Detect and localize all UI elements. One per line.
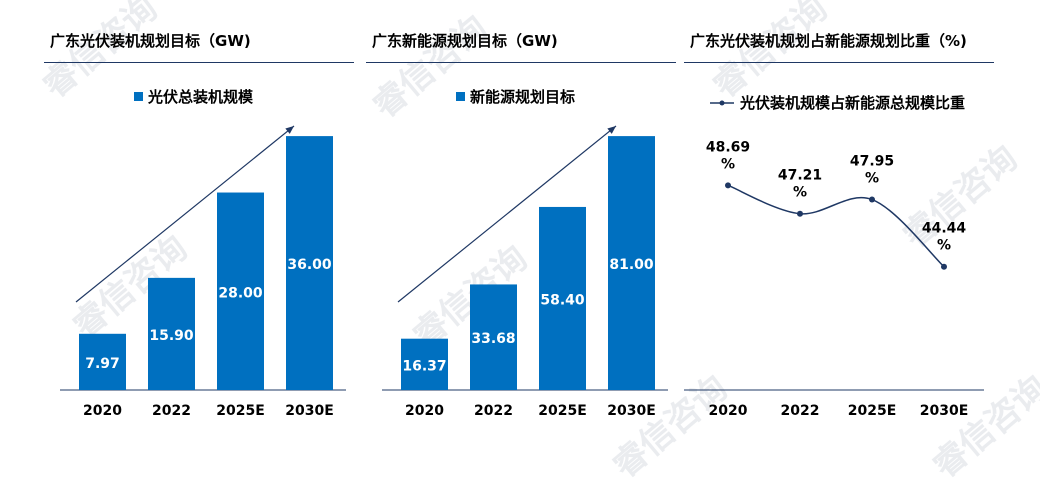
trend-arrow: [397, 125, 617, 303]
bar: [148, 277, 195, 390]
data-label: 58.40: [540, 292, 585, 308]
data-label: 15.90: [149, 328, 194, 344]
chart-panel-new-energy: 广东新能源规划目标（GW) 新能源规划目标 16.37 2020 33.68 2022 5…: [366, 0, 676, 453]
bar: [608, 136, 655, 390]
data-point: [797, 210, 803, 217]
data-label: 48.69%: [706, 139, 750, 172]
chart-title: 广东光伏装机规划目标（GW): [50, 32, 251, 50]
chart-panel-share: 广东光伏装机规划占新能源规划比重（%) 光伏装机规模占新能源总规模比重 48.69…: [684, 0, 994, 453]
x-tick-label: 2020: [83, 403, 122, 419]
data-label: 33.68: [471, 331, 515, 347]
legend-label: 光伏装机规模占新能源总规模比重: [739, 94, 965, 112]
data-label: 47.95%: [850, 154, 894, 187]
bar: [470, 284, 517, 390]
data-label: 36.00: [287, 257, 332, 273]
x-tick-label: 2030E: [607, 403, 656, 419]
bar: [286, 136, 333, 390]
x-tick-label: 2025E: [848, 403, 897, 419]
data-label: 81.00: [609, 257, 654, 273]
x-tick-label: 2022: [474, 403, 513, 419]
data-point: [941, 263, 947, 270]
data-label: 44.44%: [922, 221, 967, 254]
x-tick-label: 2022: [781, 403, 820, 419]
x-tick-label: 2030E: [285, 403, 334, 419]
x-tick-label: 2020: [405, 403, 444, 419]
x-tick-label: 2030E: [920, 403, 969, 419]
x-tick-label: 2020: [709, 403, 748, 419]
legend-label: 新能源规划目标: [470, 88, 575, 106]
data-label: 28.00: [218, 285, 263, 301]
legend-swatch: [134, 92, 143, 101]
x-tick-label: 2022: [152, 403, 191, 419]
bar: [79, 333, 126, 390]
trend-arrow-head: [607, 126, 616, 134]
data-point: [869, 196, 875, 203]
bar: [539, 206, 586, 390]
title-underline: [684, 62, 994, 63]
bar: [217, 192, 264, 390]
chart-title: 广东光伏装机规划占新能源规划比重（%): [690, 32, 967, 50]
bar: [401, 338, 448, 390]
legend-marker: [719, 100, 725, 106]
data-label: 7.97: [85, 356, 120, 372]
chart-panel-solar-capacity: 广东光伏装机规划目标（GW) 光伏总装机规模 7.97 2020 15.90 2022 2…: [44, 0, 354, 453]
chart-title: 广东新能源规划目标（GW): [372, 32, 558, 50]
data-label: 47.21%: [778, 168, 822, 201]
x-tick-label: 2025E: [538, 403, 587, 419]
series-line: [727, 184, 945, 268]
x-tick-label: 2025E: [216, 403, 265, 419]
data-point: [725, 182, 731, 189]
title-underline: [366, 62, 676, 63]
title-underline: [44, 62, 354, 63]
data-label: 16.37: [402, 358, 446, 374]
line-chart-share: 光伏装机规模占新能源总规模比重 48.69 % 2020 47.21 % 2022 47.95…: [684, 94, 984, 419]
trend-arrow-head: [285, 126, 294, 134]
legend-label: 光伏总装机规模: [147, 88, 254, 106]
trend-arrow: [75, 125, 295, 303]
bar-chart-solar: 光伏总装机规模 7.97 2020 15.90 2022 28.00 2025E 36.00 2…: [60, 88, 346, 419]
legend-swatch: [456, 92, 465, 101]
bar-chart-new-energy: 新能源规划目标 16.37 2020 33.68 2022 58.40 2025E 81.00…: [382, 88, 668, 419]
